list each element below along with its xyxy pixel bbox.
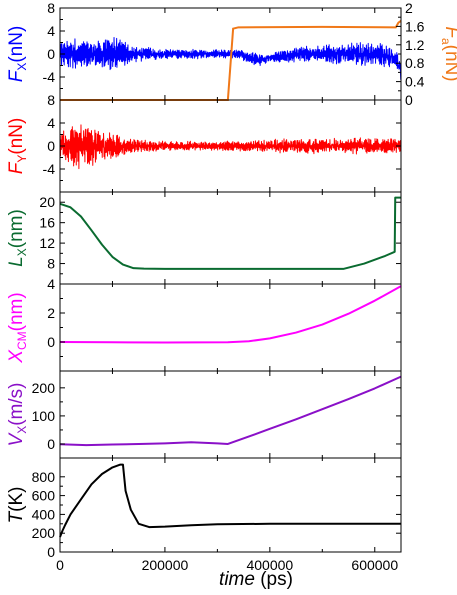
- ylabel-unit: (nN): [6, 118, 27, 155]
- right-ylabel-sub: a: [439, 38, 453, 45]
- panel-frame-T: [59, 457, 402, 553]
- series-line-FY: [59, 124, 402, 170]
- ytick-label: 400: [32, 506, 56, 522]
- ytick-label: 20: [39, 194, 55, 210]
- panel-frame-XCM: [59, 283, 402, 372]
- ylabel-VX: VX(m/s): [6, 383, 29, 447]
- ytick-label: 100: [32, 408, 56, 424]
- ylabel-sub: X: [15, 426, 29, 434]
- series-line-T: [59, 463, 401, 538]
- ytick-label: 0: [47, 436, 55, 452]
- ylabel-unit: (nm): [6, 292, 27, 331]
- series-line-LX: [59, 196, 401, 270]
- ytick-label: 4: [47, 23, 55, 39]
- ytick-label: 600: [32, 488, 56, 504]
- ylabel-sub: Y: [15, 155, 29, 163]
- ytick-label: 200: [32, 380, 56, 396]
- panels: 00.40.81.21.62Fa(nN)-40488FX(nN)-404FY(n…: [6, 0, 457, 560]
- ylabel-base: X: [6, 349, 27, 364]
- right-ylabel-base: F: [441, 26, 457, 39]
- ytick-label: 200: [32, 525, 56, 541]
- ylabel-T: T(K): [6, 487, 27, 524]
- ytick-label: 0: [47, 544, 55, 560]
- ytick-label: 4: [47, 276, 55, 292]
- ytick-label: 0: [47, 334, 55, 350]
- ylabel-XCM: XCM(nm): [6, 292, 29, 363]
- panel-LX: 8 12 16 20 LX(nm): [6, 191, 402, 285]
- ylabel-LX: LX(nm): [6, 209, 29, 267]
- x-axis-label-main: time: [219, 569, 255, 590]
- ylabel-unit: (m/s): [6, 383, 27, 426]
- ylabel-base: L: [6, 256, 27, 267]
- series-line-XCM: [59, 285, 402, 344]
- ytick-label: 12: [39, 235, 55, 251]
- xtick-label: 400000: [246, 557, 293, 573]
- ytick-label: -4: [43, 161, 56, 177]
- ylabel-sub: X: [15, 63, 29, 71]
- xtick-label: 0: [56, 557, 64, 573]
- ylabel-FY: FY(nN): [6, 118, 29, 175]
- ytick-label: 0: [47, 46, 55, 62]
- panel-T: 0 200 400 600 800 T(K): [6, 457, 402, 560]
- ytick-label-bottom: 8: [47, 92, 55, 108]
- ytick-label: 16: [39, 215, 55, 231]
- ytick-label: 8: [47, 256, 55, 272]
- right-ylabel-Fa: Fa(nN): [439, 26, 457, 81]
- ylabel-base: V: [6, 431, 27, 446]
- right-ytick-label: 2: [405, 0, 413, 16]
- x-axis: 0 200000 400000 600000: [56, 557, 398, 573]
- ytick-label: 4: [47, 115, 55, 131]
- right-ytick-label: 0.4: [405, 74, 425, 90]
- ytick-label: 2: [47, 305, 55, 321]
- ylabel-base: F: [6, 161, 27, 174]
- right-ytick-label: 1.2: [405, 37, 425, 53]
- ylabel-unit: (nm): [6, 209, 27, 248]
- ylabel-sub: CM: [15, 331, 29, 350]
- x-axis-label: time (ps): [219, 569, 293, 590]
- series-line-VX: [59, 375, 402, 447]
- xtick-label: 600000: [351, 557, 398, 573]
- ytick-label: 8: [47, 0, 55, 16]
- ylabel-unit: (K): [6, 487, 27, 512]
- ytick-label: 0: [47, 138, 55, 154]
- ylabel-base: F: [6, 69, 27, 82]
- x-axis-label-unit: (ps): [255, 569, 293, 590]
- series-line-Fa: [60, 20, 402, 101]
- ylabel-sub: X: [15, 248, 29, 256]
- ylabel-FX: FX(nN): [6, 26, 29, 83]
- right-ytick-label: 1.6: [405, 18, 425, 34]
- ylabel-unit: (nN): [6, 26, 27, 63]
- right-ylabel-unit: (nN): [441, 45, 457, 82]
- ytick-label: 800: [32, 469, 56, 485]
- right-ytick-label: 0: [405, 92, 413, 108]
- panel-FY: -4 0 4 FY(nN): [6, 99, 402, 193]
- ytick-label: -4: [43, 69, 56, 85]
- panel-frame-LX: [59, 191, 402, 285]
- panel-XCM: 0 2 4 XCM(nm): [6, 276, 402, 372]
- ylabel-base: T: [6, 510, 27, 523]
- xtick-label: 200000: [142, 557, 189, 573]
- right-ytick-label: 0.8: [405, 55, 425, 71]
